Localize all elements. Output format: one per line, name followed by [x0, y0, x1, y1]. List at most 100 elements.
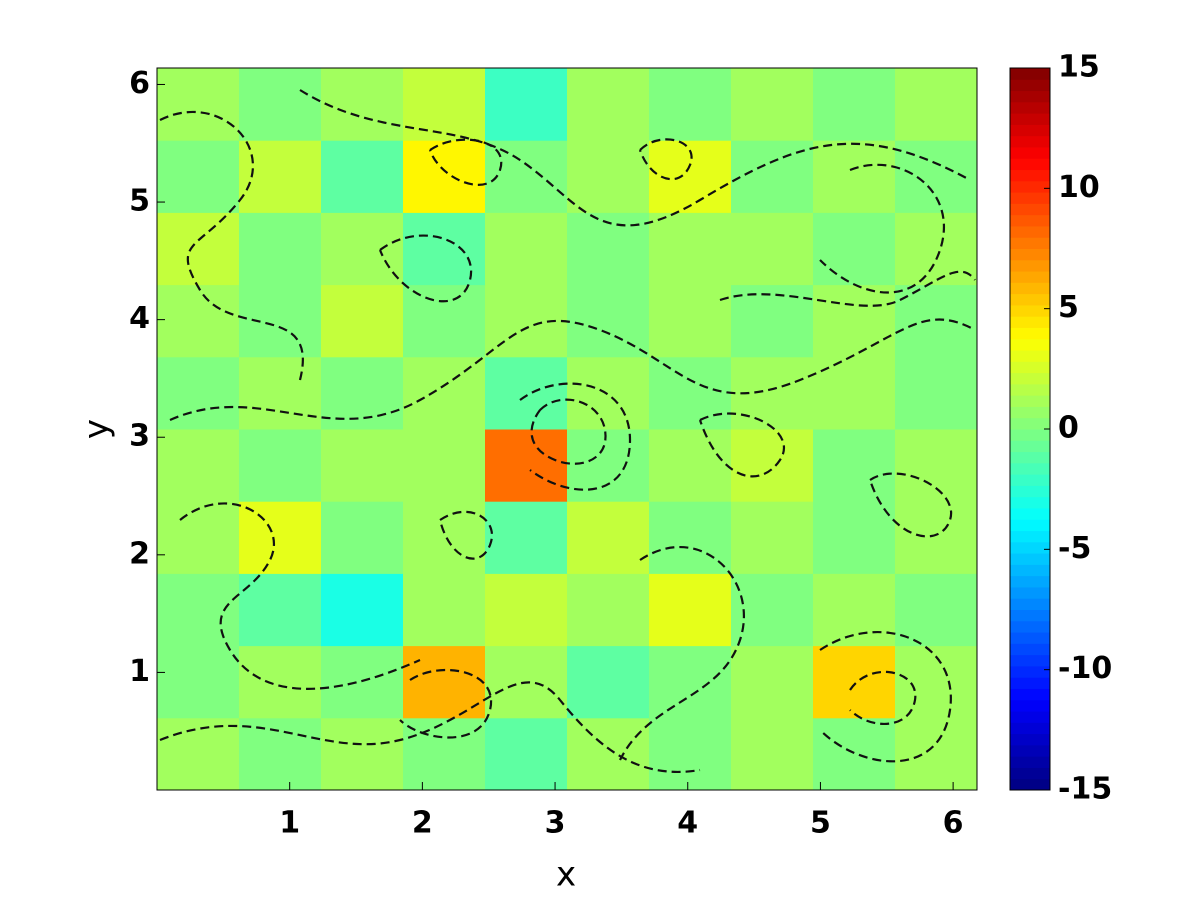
colorbar-swatch: [1010, 304, 1050, 317]
heat-cell: [813, 429, 896, 502]
colorbar-swatch: [1010, 101, 1050, 114]
x-tick-label: 6: [943, 806, 964, 841]
heat-cell: [895, 429, 977, 502]
y-tick-label: 2: [129, 536, 150, 571]
heat-cell: [321, 717, 404, 790]
colorbar-swatch: [1010, 225, 1050, 238]
heat-cell: [649, 356, 732, 430]
heat-cell: [567, 140, 650, 213]
heat-cell: [403, 284, 486, 358]
colorbar-swatch: [1010, 643, 1050, 656]
heat-cell: [157, 429, 240, 502]
colorbar-swatch: [1010, 248, 1050, 261]
heat-cell: [567, 68, 650, 141]
heat-cell: [813, 68, 896, 141]
heat-cell: [403, 140, 486, 213]
heat-cell: [403, 356, 486, 430]
colorbar-swatch: [1010, 711, 1050, 723]
heat-cell: [567, 501, 650, 574]
heat-cell: [403, 645, 486, 719]
heat-cell: [321, 68, 404, 141]
heat-cell: [649, 429, 732, 502]
x-axis-label: x: [556, 855, 576, 895]
colorbar-swatch: [1010, 282, 1050, 295]
heat-cell: [321, 429, 404, 502]
colorbar-swatch: [1010, 259, 1050, 272]
x-tick-label: 2: [412, 806, 433, 841]
colorbar-swatch: [1010, 316, 1050, 328]
colorbar-swatch: [1010, 451, 1050, 464]
colorbar-tick-label: 5: [1058, 290, 1079, 325]
heat-cell: [321, 212, 404, 286]
colorbar-swatch: [1010, 327, 1050, 340]
colorbar-tick-label: -5: [1058, 531, 1091, 566]
heat-cell: [895, 212, 977, 286]
colorbar-tick-label: 0: [1058, 411, 1079, 446]
colorbar-swatch: [1010, 620, 1050, 633]
colorbar-swatch: [1010, 395, 1050, 407]
colorbar-swatch: [1010, 338, 1050, 351]
colorbar-swatch: [1010, 429, 1050, 441]
colorbar-swatch: [1010, 383, 1050, 396]
heat-cell: [157, 717, 240, 790]
colorbar-tick-label: -10: [1058, 651, 1112, 686]
heat-cell: [567, 284, 650, 358]
colorbar-swatch: [1010, 598, 1050, 610]
colorbar-swatch: [1010, 733, 1050, 746]
heat-cell: [239, 212, 322, 286]
heat-cell: [157, 356, 240, 430]
heat-cell: [731, 429, 814, 502]
heat-cell: [895, 573, 977, 647]
colorbar-swatch: [1010, 530, 1050, 543]
heat-cell: [731, 645, 814, 719]
heat-cell: [321, 356, 404, 430]
colorbar-swatch: [1010, 135, 1050, 148]
plot-frame: [156, 67, 978, 791]
colorbar-swatch: [1010, 632, 1050, 644]
heat-cell: [813, 645, 896, 719]
colorbar-tick-label: 10: [1058, 170, 1100, 205]
heat-cell: [485, 356, 568, 430]
y-tick-label: 3: [129, 419, 150, 454]
heat-cell: [649, 212, 732, 286]
heat-cell: [649, 645, 732, 719]
colorbar-swatch: [1010, 575, 1050, 588]
heat-cell: [731, 68, 814, 141]
heat-cell: [649, 68, 732, 141]
heat-cell: [731, 212, 814, 286]
colorbar-swatch: [1010, 406, 1050, 419]
colorbar-swatch: [1010, 350, 1050, 362]
heat-cell: [895, 717, 977, 790]
heat-cell: [485, 429, 568, 502]
colorbar-swatch: [1010, 541, 1050, 554]
y-tick-label: 5: [129, 184, 150, 219]
colorbar-swatch: [1010, 496, 1050, 509]
x-tick-label: 1: [279, 806, 300, 841]
colorbar-swatch: [1010, 440, 1050, 453]
colorbar-swatch: [1010, 214, 1050, 227]
contour-lines: [159, 89, 976, 773]
heat-cell: [731, 284, 814, 358]
colorbar-swatch: [1010, 417, 1050, 430]
colorbar-swatch: [1010, 124, 1050, 137]
heat-cell: [731, 573, 814, 647]
colorbar-swatch: [1010, 699, 1050, 712]
colorbar-tick-label: -15: [1058, 772, 1112, 807]
colorbar-swatch: [1010, 68, 1050, 80]
heatmap: [157, 68, 977, 790]
y-tick-label: 1: [129, 654, 150, 689]
heat-cell: [649, 573, 732, 647]
heat-cell: [239, 284, 322, 358]
heat-cell: [157, 140, 240, 213]
colorbar-swatch: [1010, 271, 1050, 283]
heat-cell: [321, 140, 404, 213]
heat-cell: [813, 501, 896, 574]
heat-cell: [567, 429, 650, 502]
heat-cell: [485, 573, 568, 647]
colorbar: [1010, 68, 1050, 791]
heat-cell: [895, 501, 977, 574]
heat-cell: [157, 645, 240, 719]
colorbar-tick-label: 15: [1058, 50, 1100, 85]
colorbar-swatch: [1010, 553, 1050, 565]
heat-cell: [895, 284, 977, 358]
